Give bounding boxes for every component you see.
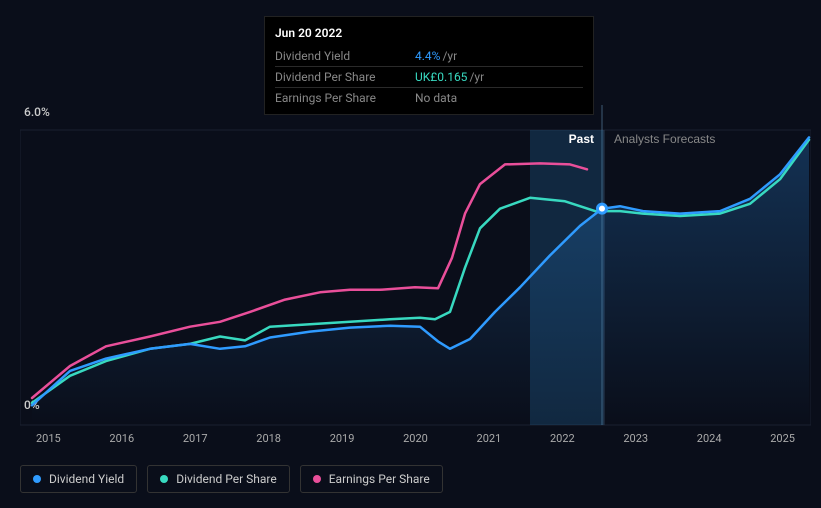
legend-swatch <box>160 475 168 483</box>
legend: Dividend Yield Dividend Per Share Earnings… <box>20 465 443 493</box>
tooltip-row-label: Dividend Yield <box>275 49 415 63</box>
tooltip-row: Earnings Per ShareNo data <box>275 88 583 108</box>
x-axis-tick: 2017 <box>183 432 208 445</box>
tooltip-row-label: Earnings Per Share <box>275 91 415 105</box>
tooltip-row: Dividend Yield4.4% /yr <box>275 46 583 67</box>
hover-tooltip: Jun 20 2022 Dividend Yield4.4% /yrDivide… <box>264 16 594 115</box>
x-axis: 2015 2016 2017 2018 2019 2020 2021 2022 2023 2024… <box>20 432 811 445</box>
tooltip-row: Dividend Per ShareUK£0.165 /yr <box>275 67 583 88</box>
legend-swatch <box>313 475 321 483</box>
tooltip-date: Jun 20 2022 <box>275 23 583 46</box>
x-axis-tick: 2025 <box>770 432 795 445</box>
tooltip-row-value: No data <box>415 91 457 105</box>
x-axis-tick: 2016 <box>109 432 134 445</box>
legend-item[interactable]: Dividend Per Share <box>147 465 290 493</box>
x-axis-tick: 2021 <box>477 432 502 445</box>
legend-label: Dividend Per Share <box>176 472 277 486</box>
tooltip-row-value: 4.4% <box>415 49 440 63</box>
x-axis-tick: 2019 <box>330 432 355 445</box>
forecast-label: Analysts Forecasts <box>614 132 715 146</box>
chart-svg: Past Analysts Forecasts <box>20 105 811 430</box>
legend-label: Earnings Per Share <box>329 472 430 486</box>
legend-swatch <box>33 475 41 483</box>
chart-area[interactable]: 6.0% 0% PastAnalysts Forecasts <box>20 105 811 430</box>
legend-item[interactable]: Earnings Per Share <box>300 465 443 493</box>
legend-item[interactable]: Dividend Yield <box>20 465 137 493</box>
tooltip-row-unit: /yr <box>469 70 484 84</box>
x-axis-tick: 2022 <box>550 432 575 445</box>
x-axis-tick: 2023 <box>623 432 648 445</box>
x-axis-tick: 2015 <box>36 432 61 445</box>
legend-label: Dividend Yield <box>49 472 124 486</box>
x-axis-tick: 2024 <box>697 432 722 445</box>
tooltip-row-label: Dividend Per Share <box>275 70 415 84</box>
x-axis-tick: 2020 <box>403 432 428 445</box>
x-axis-tick: 2018 <box>256 432 281 445</box>
tooltip-row-unit: /yr <box>442 49 457 63</box>
tooltip-row-value: UK£0.165 <box>415 70 467 84</box>
past-label: Past <box>569 132 594 146</box>
